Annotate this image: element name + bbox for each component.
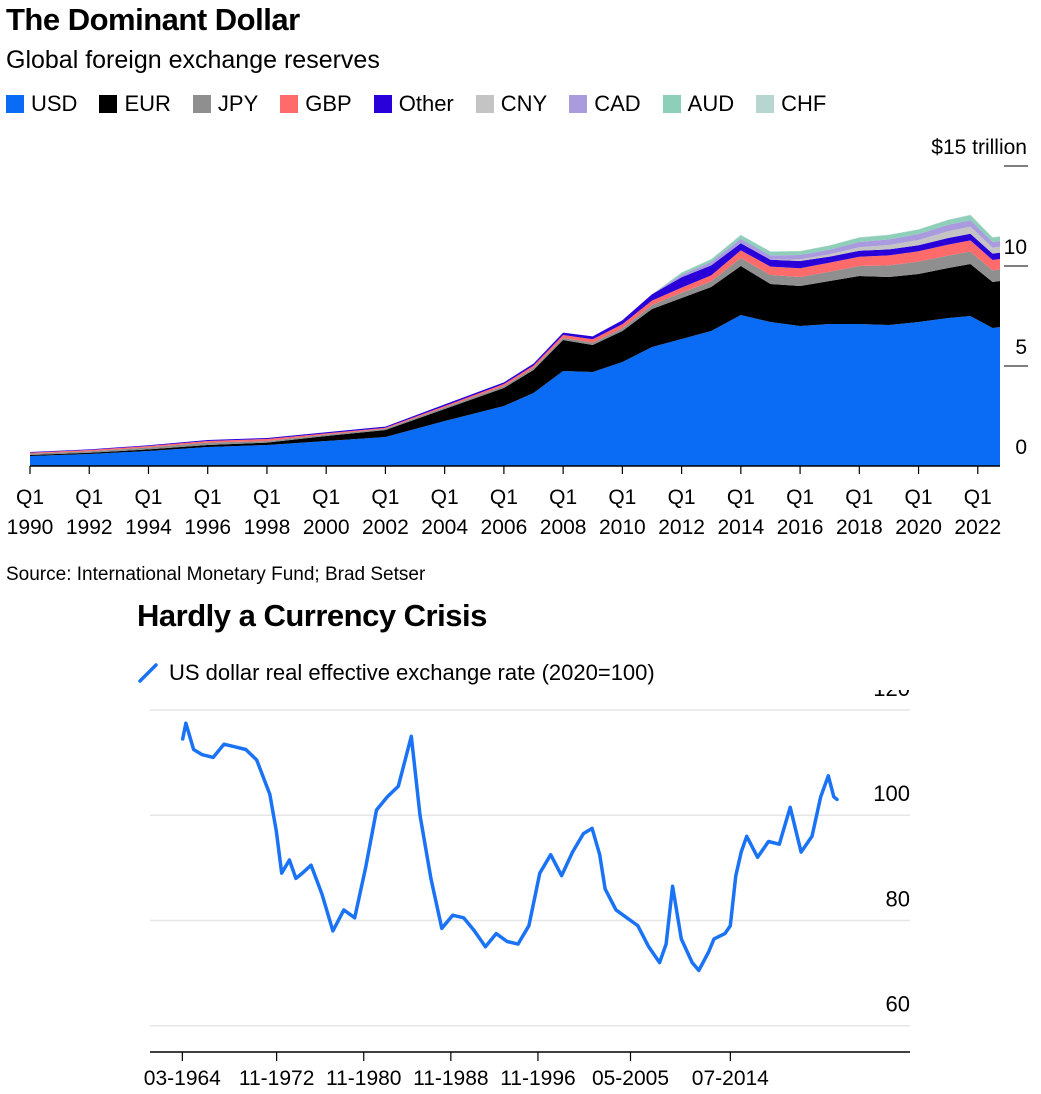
x-tick-quarter: Q1 <box>194 486 222 509</box>
reserves-x-ticks: Q1 1990 Q1 1992 Q1 1994 Q1 1996 Q1 1998 Q1 2000 Q1 20… <box>7 466 1001 539</box>
x-tick-label: 11-1972 <box>239 1067 315 1090</box>
reer-series-line <box>180 721 839 973</box>
x-tick-year: 2000 <box>303 516 350 539</box>
legend-swatch-usd <box>6 95 24 113</box>
x-tick-quarter: Q1 <box>727 486 755 509</box>
reserves-areas <box>30 214 1000 466</box>
x-tick-quarter: Q1 <box>905 486 933 509</box>
x-tick-year: 2002 <box>362 516 409 539</box>
legend-swatch-other <box>373 95 392 113</box>
legend-swatch-jpy <box>192 95 211 113</box>
x-tick-label: 07-2014 <box>692 1067 769 1090</box>
x-tick-quarter: Q1 <box>431 486 459 509</box>
legend-label-jpy: JPY <box>217 91 259 116</box>
legend-item-usd: USD <box>6 91 77 117</box>
x-tick-quarter: Q1 <box>608 486 636 509</box>
reer-y-grid: 120 100 80 60 <box>150 690 910 1027</box>
legend-swatch-cad <box>569 95 588 113</box>
legend-label-reer: US dollar real effective exchange rate (… <box>169 660 655 685</box>
x-tick-quarter: Q1 <box>549 486 577 509</box>
chart-subtitle: Global foreign exchange reserves <box>6 46 380 74</box>
y-tick-label: 80 <box>886 886 910 911</box>
x-tick-quarter: Q1 <box>668 486 696 509</box>
y-tick-label: 0 <box>1015 436 1027 459</box>
x-tick-label: 03-1964 <box>144 1067 221 1090</box>
y-tick-label: 10 <box>1004 236 1027 259</box>
x-tick-year: 2006 <box>481 516 528 539</box>
x-tick-year: 2014 <box>717 516 764 539</box>
legend-swatch-eur <box>99 95 118 113</box>
x-tick-year: 1994 <box>125 516 172 539</box>
y-tick-label: 5 <box>1015 336 1027 359</box>
legend-label-usd: USD <box>31 91 78 116</box>
source-note: Source: International Monetary Fund; Bra… <box>6 564 426 585</box>
x-tick-label: 05-2005 <box>592 1067 669 1090</box>
x-tick-quarter: Q1 <box>786 486 814 509</box>
legend-item-gbp: GBP <box>280 91 352 117</box>
legend-swatch-aud <box>662 95 681 113</box>
legend-reer: US dollar real effective exchange rate (… <box>137 660 655 686</box>
x-tick-label: 11-1988 <box>413 1067 489 1090</box>
legend-reserves: USD EUR JPY GBP Other CNY CAD AUD CHF <box>6 90 848 118</box>
x-tick-year: 2008 <box>540 516 587 539</box>
reer-x-ticks: 03-1964 11-1972 11-1980 11-1988 11-1996 05-20… <box>144 1052 769 1090</box>
x-tick-label: 11-1980 <box>326 1067 402 1090</box>
x-tick-quarter: Q1 <box>16 486 44 509</box>
legend-item-eur: EUR <box>99 91 171 117</box>
x-tick-year: 1998 <box>244 516 291 539</box>
x-tick-label: 11-1996 <box>500 1067 576 1090</box>
x-tick-quarter: Q1 <box>845 486 873 509</box>
legend-label-chf: CHF <box>781 91 827 116</box>
x-tick-year: 2022 <box>954 516 1001 539</box>
legend-label-eur: EUR <box>124 91 171 116</box>
x-tick-quarter: Q1 <box>75 486 103 509</box>
x-tick-quarter: Q1 <box>253 486 281 509</box>
legend-swatch-chf <box>756 95 775 113</box>
legend-label-other: Other <box>398 91 454 116</box>
x-tick-year: 2004 <box>421 516 468 539</box>
y-tick-label: $15 trillion <box>931 136 1027 159</box>
x-tick-year: 1992 <box>66 516 113 539</box>
legend-swatch-gbp <box>280 95 299 113</box>
area-usd <box>30 315 1000 466</box>
x-tick-quarter: Q1 <box>312 486 340 509</box>
legend-label-cny: CNY <box>500 91 548 116</box>
legend-item-aud: AUD <box>662 91 735 117</box>
y-tick-label: 100 <box>873 781 910 806</box>
legend-line-icon <box>138 663 158 683</box>
x-tick-quarter: Q1 <box>964 486 992 509</box>
legend-item-cad: CAD <box>569 91 641 117</box>
x-tick-quarter: Q1 <box>490 486 518 509</box>
area-jpy <box>30 251 1000 455</box>
area-gbp <box>30 240 1000 454</box>
x-tick-year: 1996 <box>184 516 231 539</box>
legend-label-cad: CAD <box>594 91 641 116</box>
x-tick-year: 1990 <box>7 516 54 539</box>
x-tick-year: 2012 <box>658 516 705 539</box>
area-eur <box>30 264 1000 456</box>
reserves-area-chart: $15 trillion 10 5 0 Q1 1990 Q1 1992 Q1 1994 Q1 199… <box>7 136 1028 539</box>
x-tick-quarter: Q1 <box>134 486 162 509</box>
reserves-y-grid: $15 trillion 10 5 0 <box>931 136 1028 459</box>
x-tick-year: 2016 <box>777 516 824 539</box>
chart-title-2: Hardly a Currency Crisis <box>137 598 487 633</box>
reer-line-chart: 120 100 80 60 03-1964 11-1972 11-1980 11-1988 1… <box>144 690 910 1090</box>
x-tick-quarter: Q1 <box>371 486 399 509</box>
x-tick-year: 2010 <box>599 516 646 539</box>
x-tick-year: 2018 <box>836 516 883 539</box>
y-tick-label: 120 <box>873 690 910 701</box>
legend-label-gbp: GBP <box>305 91 352 116</box>
legend-item-cny: CNY <box>475 91 548 117</box>
legend-item-chf: CHF <box>756 91 826 117</box>
legend-item-other: Other <box>373 91 454 117</box>
y-tick-label: 60 <box>886 992 910 1017</box>
x-tick-year: 2020 <box>895 516 942 539</box>
chart-title: The Dominant Dollar <box>6 2 300 37</box>
legend-swatch-cny <box>475 95 494 113</box>
legend-label-aud: AUD <box>687 91 735 116</box>
legend-item-jpy: JPY <box>192 91 259 117</box>
